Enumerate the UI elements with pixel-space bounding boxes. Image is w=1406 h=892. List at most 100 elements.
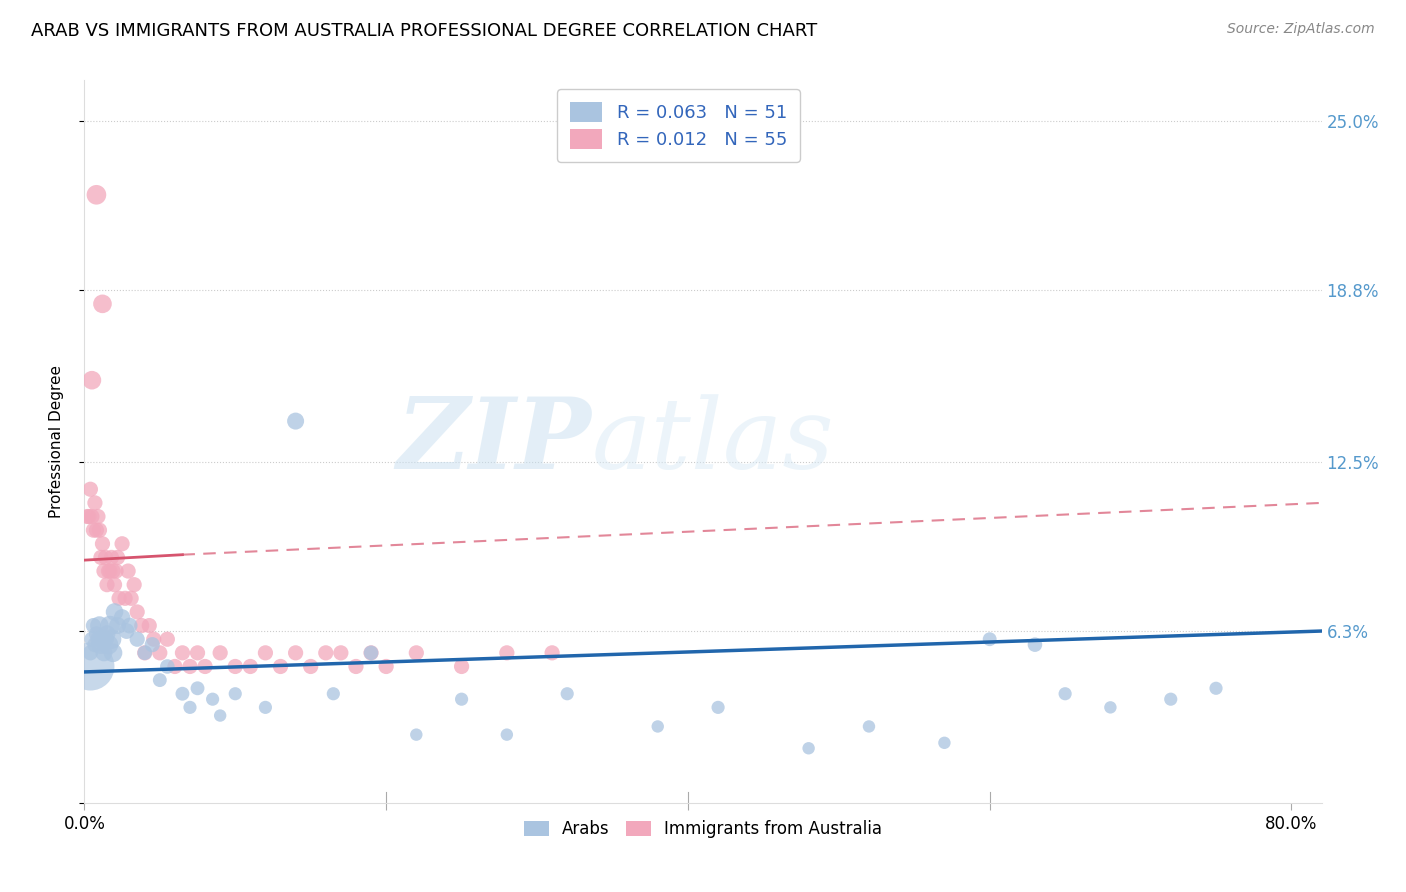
Point: [103, 605, 125, 619]
Point: [107, 618, 129, 632]
Legend: Arabs, Immigrants from Australia: Arabs, Immigrants from Australia: [517, 814, 889, 845]
Point: [98, 564, 121, 578]
Point: [105, 564, 128, 578]
Point: [284, 646, 307, 660]
Point: [541, 646, 564, 660]
Point: [142, 632, 165, 647]
Point: [90, 550, 112, 565]
Point: [450, 692, 472, 706]
Point: [405, 728, 427, 742]
Point: [91, 297, 114, 311]
Point: [797, 741, 820, 756]
Point: [270, 659, 292, 673]
Point: [80, 373, 103, 387]
Point: [103, 577, 125, 591]
Point: [96, 626, 118, 640]
Point: [344, 659, 367, 673]
Point: [360, 646, 382, 660]
Point: [375, 659, 398, 673]
Point: [98, 618, 121, 632]
Point: [86, 626, 108, 640]
Point: [84, 638, 107, 652]
Point: [224, 659, 246, 673]
Point: [87, 632, 110, 647]
Point: [239, 659, 262, 673]
Point: [101, 646, 124, 660]
Point: [87, 509, 110, 524]
Point: [131, 618, 153, 632]
Point: [122, 577, 145, 591]
Point: [108, 591, 131, 606]
Text: ARAB VS IMMIGRANTS FROM AUSTRALIA PROFESSIONAL DEGREE CORRELATION CHART: ARAB VS IMMIGRANTS FROM AUSTRALIA PROFES…: [31, 22, 817, 40]
Point: [127, 605, 149, 619]
Point: [179, 700, 201, 714]
Point: [93, 564, 115, 578]
Point: [450, 659, 472, 673]
Point: [127, 632, 149, 647]
Y-axis label: Professional Degree: Professional Degree: [49, 365, 63, 518]
Point: [254, 700, 277, 714]
Point: [84, 496, 107, 510]
Point: [91, 632, 114, 647]
Point: [100, 550, 122, 565]
Point: [209, 708, 232, 723]
Point: [89, 618, 111, 632]
Text: Source: ZipAtlas.com: Source: ZipAtlas.com: [1227, 22, 1375, 37]
Point: [82, 523, 104, 537]
Point: [82, 618, 104, 632]
Point: [172, 646, 194, 660]
Point: [86, 523, 108, 537]
Point: [495, 728, 517, 742]
Point: [80, 632, 103, 647]
Point: [111, 537, 134, 551]
Point: [79, 482, 101, 496]
Point: [1024, 638, 1046, 652]
Point: [1205, 681, 1227, 696]
Point: [141, 638, 163, 652]
Point: [76, 509, 98, 524]
Point: [322, 687, 344, 701]
Point: [117, 564, 139, 578]
Point: [94, 632, 117, 647]
Point: [405, 646, 427, 660]
Point: [120, 591, 142, 606]
Point: [707, 700, 730, 714]
Point: [111, 610, 134, 624]
Point: [107, 550, 129, 565]
Point: [299, 659, 322, 673]
Point: [94, 550, 117, 565]
Point: [79, 646, 101, 660]
Text: ZIP: ZIP: [396, 393, 592, 490]
Point: [89, 523, 111, 537]
Point: [100, 632, 122, 647]
Point: [224, 687, 246, 701]
Point: [360, 646, 382, 660]
Point: [134, 646, 156, 660]
Point: [555, 687, 578, 701]
Point: [194, 659, 217, 673]
Point: [115, 624, 138, 638]
Point: [101, 564, 124, 578]
Point: [138, 618, 160, 632]
Point: [179, 659, 201, 673]
Point: [149, 673, 172, 687]
Point: [163, 659, 186, 673]
Point: [114, 591, 136, 606]
Text: atlas: atlas: [592, 394, 834, 489]
Point: [118, 618, 141, 632]
Point: [979, 632, 1001, 647]
Point: [86, 187, 108, 202]
Point: [134, 646, 156, 660]
Point: [934, 736, 956, 750]
Point: [201, 692, 224, 706]
Point: [149, 646, 172, 660]
Point: [156, 659, 179, 673]
Point: [91, 537, 114, 551]
Point: [97, 638, 120, 652]
Point: [93, 646, 115, 660]
Point: [186, 646, 208, 660]
Point: [90, 638, 112, 652]
Point: [97, 564, 120, 578]
Point: [495, 646, 517, 660]
Point: [156, 632, 179, 647]
